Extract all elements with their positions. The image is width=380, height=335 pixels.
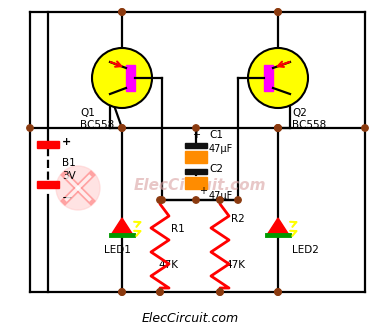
Circle shape — [119, 125, 125, 131]
Circle shape — [157, 197, 163, 203]
Circle shape — [159, 197, 165, 203]
Circle shape — [217, 289, 223, 295]
Circle shape — [248, 48, 308, 108]
Circle shape — [92, 48, 152, 108]
Text: BC558: BC558 — [292, 120, 326, 130]
Circle shape — [217, 197, 223, 203]
Circle shape — [275, 9, 281, 15]
Polygon shape — [111, 218, 133, 235]
Circle shape — [119, 289, 125, 295]
Text: 47μF: 47μF — [209, 144, 233, 154]
Text: Q1: Q1 — [80, 108, 95, 118]
Bar — [185, 151, 207, 163]
Circle shape — [275, 125, 281, 131]
Bar — [185, 177, 207, 189]
Text: Q2: Q2 — [292, 108, 307, 118]
Text: LED1: LED1 — [104, 245, 131, 255]
Circle shape — [119, 125, 125, 131]
Circle shape — [275, 9, 281, 15]
Text: 47μF: 47μF — [209, 191, 233, 201]
Bar — [37, 141, 59, 148]
Circle shape — [193, 125, 199, 131]
Text: 47K: 47K — [225, 260, 245, 270]
Bar — [185, 143, 207, 148]
Text: R2: R2 — [231, 214, 245, 224]
Text: R1: R1 — [171, 224, 185, 234]
Circle shape — [275, 125, 281, 131]
Text: ElecCircuit.com: ElecCircuit.com — [141, 312, 239, 325]
Circle shape — [119, 9, 125, 15]
Circle shape — [235, 197, 241, 203]
Circle shape — [362, 125, 368, 131]
Text: B1: B1 — [62, 158, 76, 168]
Circle shape — [119, 9, 125, 15]
Text: ElecCircuit.com: ElecCircuit.com — [134, 178, 266, 193]
Bar — [185, 169, 207, 174]
Polygon shape — [267, 218, 289, 235]
Text: C2: C2 — [209, 164, 223, 174]
Text: +: + — [199, 186, 207, 196]
Text: +: + — [192, 130, 200, 140]
Bar — [126, 65, 135, 91]
Text: 3V: 3V — [62, 171, 76, 181]
Circle shape — [275, 289, 281, 295]
Circle shape — [193, 197, 199, 203]
Text: LED2: LED2 — [292, 245, 319, 255]
Circle shape — [157, 289, 163, 295]
Bar — [37, 181, 59, 188]
Text: BC558: BC558 — [80, 120, 114, 130]
Circle shape — [27, 125, 33, 131]
Bar — [264, 65, 273, 91]
Circle shape — [217, 289, 223, 295]
Circle shape — [56, 166, 100, 210]
Text: C1: C1 — [209, 130, 223, 140]
Text: 47K: 47K — [158, 260, 178, 270]
Text: −: − — [62, 192, 73, 204]
Text: +: + — [62, 137, 71, 147]
Circle shape — [157, 289, 163, 295]
Circle shape — [275, 125, 281, 131]
Circle shape — [275, 289, 281, 295]
Circle shape — [119, 289, 125, 295]
